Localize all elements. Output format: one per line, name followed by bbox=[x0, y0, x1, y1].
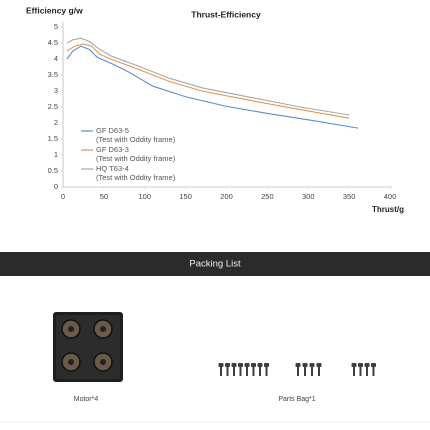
screw-head bbox=[364, 363, 370, 367]
screw bbox=[297, 366, 299, 376]
screw-head bbox=[358, 363, 363, 367]
screw bbox=[318, 366, 320, 376]
screw-head bbox=[218, 363, 224, 367]
y-tick-label: 3 bbox=[54, 86, 58, 95]
x-tick-label: 250 bbox=[261, 192, 274, 201]
y-axis-label: Efficiency g/w bbox=[26, 5, 83, 15]
screw bbox=[372, 366, 375, 376]
screw bbox=[252, 366, 255, 376]
screw-head bbox=[244, 363, 250, 367]
series-line bbox=[66, 45, 359, 129]
screw bbox=[311, 366, 313, 376]
screw-head bbox=[238, 363, 243, 367]
screw-head bbox=[309, 363, 315, 367]
screw bbox=[239, 366, 242, 376]
section-title: Packing List bbox=[189, 259, 241, 270]
x-tick-label: 0 bbox=[61, 192, 65, 201]
screw bbox=[233, 366, 235, 376]
screw bbox=[259, 366, 261, 376]
y-tick-label: 5 bbox=[54, 22, 58, 31]
legend-label: GF D63-5 bbox=[96, 126, 129, 135]
screw-head bbox=[351, 363, 357, 367]
item-label: Parts Bag*1 bbox=[278, 396, 315, 403]
x-tick-label: 350 bbox=[343, 192, 356, 201]
legend-note: (Test with Oddity frame) bbox=[96, 135, 176, 144]
screw bbox=[226, 366, 229, 376]
screw-head bbox=[231, 363, 237, 367]
y-tick-label: 0 bbox=[54, 182, 58, 191]
screw bbox=[265, 366, 268, 376]
screw bbox=[366, 366, 368, 376]
legend-note: (Test with Oddity frame) bbox=[96, 154, 176, 163]
y-tick-label: 0.5 bbox=[48, 166, 58, 175]
screw bbox=[359, 366, 362, 376]
screw bbox=[353, 366, 355, 376]
section-banner bbox=[0, 252, 430, 276]
chart-title: Thrust-Efficiency bbox=[191, 9, 261, 19]
legend-label: GF D63-3 bbox=[96, 145, 129, 154]
screw bbox=[246, 366, 248, 376]
y-tick-label: 3.5 bbox=[48, 70, 58, 79]
y-tick-label: 4 bbox=[54, 54, 58, 63]
series-line bbox=[66, 43, 350, 119]
y-tick-label: 2.5 bbox=[48, 102, 58, 111]
x-axis-label: Thrust/g bbox=[372, 205, 404, 214]
series-line bbox=[66, 37, 350, 116]
x-tick-label: 50 bbox=[100, 192, 108, 201]
y-tick-label: 4.5 bbox=[48, 38, 58, 47]
screw-head bbox=[264, 363, 269, 367]
screw-head bbox=[316, 363, 322, 367]
legend-note: (Test with Oddity frame) bbox=[96, 173, 176, 182]
x-tick-label: 100 bbox=[138, 192, 151, 201]
legend-label: HQ T63-4 bbox=[96, 164, 129, 173]
screw-head bbox=[371, 363, 376, 367]
screw-head bbox=[251, 363, 256, 367]
y-tick-label: 2 bbox=[54, 118, 58, 127]
screw bbox=[304, 366, 306, 376]
x-tick-label: 200 bbox=[220, 192, 233, 201]
screw bbox=[220, 366, 222, 376]
x-tick-label: 150 bbox=[179, 192, 192, 201]
screw-head bbox=[302, 363, 308, 367]
x-tick-label: 300 bbox=[302, 192, 315, 201]
y-tick-label: 1.5 bbox=[48, 134, 58, 143]
motor-image bbox=[53, 312, 123, 382]
screw-head bbox=[225, 363, 230, 367]
x-tick-label: 400 bbox=[384, 192, 397, 201]
screw-head bbox=[257, 363, 263, 367]
y-tick-label: 1 bbox=[54, 150, 58, 159]
item-label: Motor*4 bbox=[74, 396, 99, 403]
parts-bag-image bbox=[218, 363, 376, 376]
screw-head bbox=[295, 363, 301, 367]
